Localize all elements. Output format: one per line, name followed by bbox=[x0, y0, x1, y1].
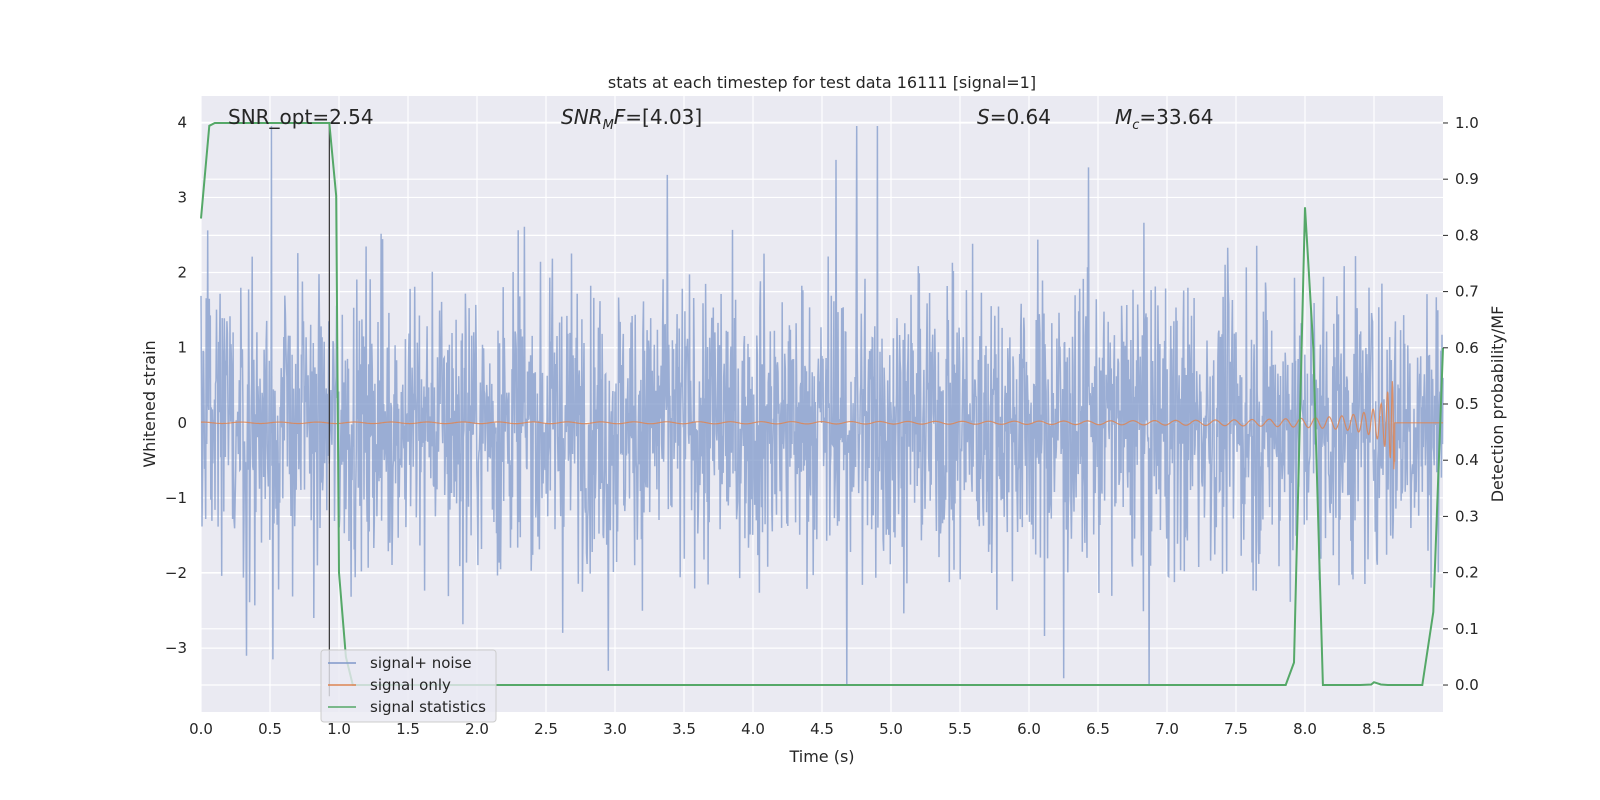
y-left-tick-label: 4 bbox=[177, 113, 187, 131]
y-left-tick-label: 0 bbox=[177, 414, 187, 432]
x-tick-label: 3.0 bbox=[603, 720, 627, 738]
y-right-tick-label: 0.4 bbox=[1455, 451, 1479, 469]
y-right-tick-label: 0.7 bbox=[1455, 283, 1479, 301]
x-tick-label: 5.5 bbox=[948, 720, 972, 738]
legend-label-signal-noise: signal+ noise bbox=[370, 654, 472, 672]
noise-trace bbox=[200, 125, 1444, 686]
y-right-tick-label: 0.8 bbox=[1455, 226, 1479, 244]
y-right-tick-label: 0.6 bbox=[1455, 339, 1479, 357]
x-tick-label: 0.5 bbox=[258, 720, 282, 738]
chart-title: stats at each timestep for test data 161… bbox=[608, 73, 1036, 92]
y-left-axis-ticks: −3 −2 −1 0 1 2 3 4 bbox=[165, 113, 187, 657]
y-left-tick-label: 1 bbox=[177, 339, 187, 357]
x-tick-label: 2.0 bbox=[465, 720, 489, 738]
y-left-axis-label: Whitened strain bbox=[140, 340, 159, 467]
y-left-tick-label: 2 bbox=[177, 264, 187, 282]
x-tick-label: 4.0 bbox=[741, 720, 765, 738]
x-axis-label: Time (s) bbox=[788, 747, 854, 766]
series-signal-only bbox=[201, 381, 1443, 470]
x-tick-label: 4.5 bbox=[810, 720, 834, 738]
y-right-tick-label: 0.0 bbox=[1455, 676, 1479, 694]
y-left-tick-label: 3 bbox=[177, 188, 187, 206]
legend-label-signal-only: signal only bbox=[370, 676, 451, 694]
y-right-tick-label: 0.9 bbox=[1455, 170, 1479, 188]
x-tick-label: 0.0 bbox=[189, 720, 213, 738]
x-tick-label: 1.5 bbox=[396, 720, 420, 738]
x-tick-label: 1.0 bbox=[327, 720, 351, 738]
x-tick-label: 8.5 bbox=[1362, 720, 1386, 738]
y-right-tick-label: 0.3 bbox=[1455, 507, 1479, 525]
annotation-snr-opt: SNR_opt=2.54 bbox=[228, 105, 374, 129]
x-tick-label: 8.0 bbox=[1293, 720, 1317, 738]
statistics-trace bbox=[200, 122, 1444, 686]
series-signal-noise bbox=[200, 125, 1444, 686]
y-right-tick-label: 0.2 bbox=[1455, 564, 1479, 582]
y-right-axis-ticks: 0.0 0.1 0.2 0.3 0.4 0.5 0.6 0.7 0.8 0.9 1.0 bbox=[1443, 114, 1479, 694]
legend: signal+ noise signal only signal statist… bbox=[320, 649, 497, 723]
x-axis-ticks: 0.0 0.5 1.0 1.5 2.0 2.5 3.0 3.5 4.0 4.5 5.0 5.5 6.0 6… bbox=[189, 720, 1386, 738]
x-tick-label: 5.0 bbox=[879, 720, 903, 738]
annotation-s: S=0.64 bbox=[977, 105, 1051, 129]
annotation-mc: Mc=33.64 bbox=[1115, 105, 1213, 133]
y-right-tick-label: 1.0 bbox=[1455, 114, 1479, 132]
y-right-tick-label: 0.5 bbox=[1455, 395, 1479, 413]
legend-box bbox=[320, 649, 497, 723]
y-right-axis-label: Detection probability/MF bbox=[1488, 306, 1507, 503]
y-left-tick-label: −2 bbox=[165, 564, 187, 582]
signal-trace bbox=[201, 381, 1443, 470]
x-tick-label: 7.0 bbox=[1155, 720, 1179, 738]
x-tick-label: 3.5 bbox=[672, 720, 696, 738]
x-tick-label: 7.5 bbox=[1224, 720, 1248, 738]
x-tick-label: 6.5 bbox=[1086, 720, 1110, 738]
x-tick-label: 6.0 bbox=[1017, 720, 1041, 738]
y-left-tick-label: −3 bbox=[165, 639, 187, 657]
series-signal-statistics bbox=[200, 122, 1444, 686]
legend-label-signal-statistics: signal statistics bbox=[370, 698, 486, 716]
x-tick-label: 2.5 bbox=[534, 720, 558, 738]
y-right-tick-label: 0.1 bbox=[1455, 620, 1479, 638]
annotation-snr-mf: SNRMF=[4.03] bbox=[561, 105, 702, 133]
y-left-tick-label: −1 bbox=[165, 489, 187, 507]
